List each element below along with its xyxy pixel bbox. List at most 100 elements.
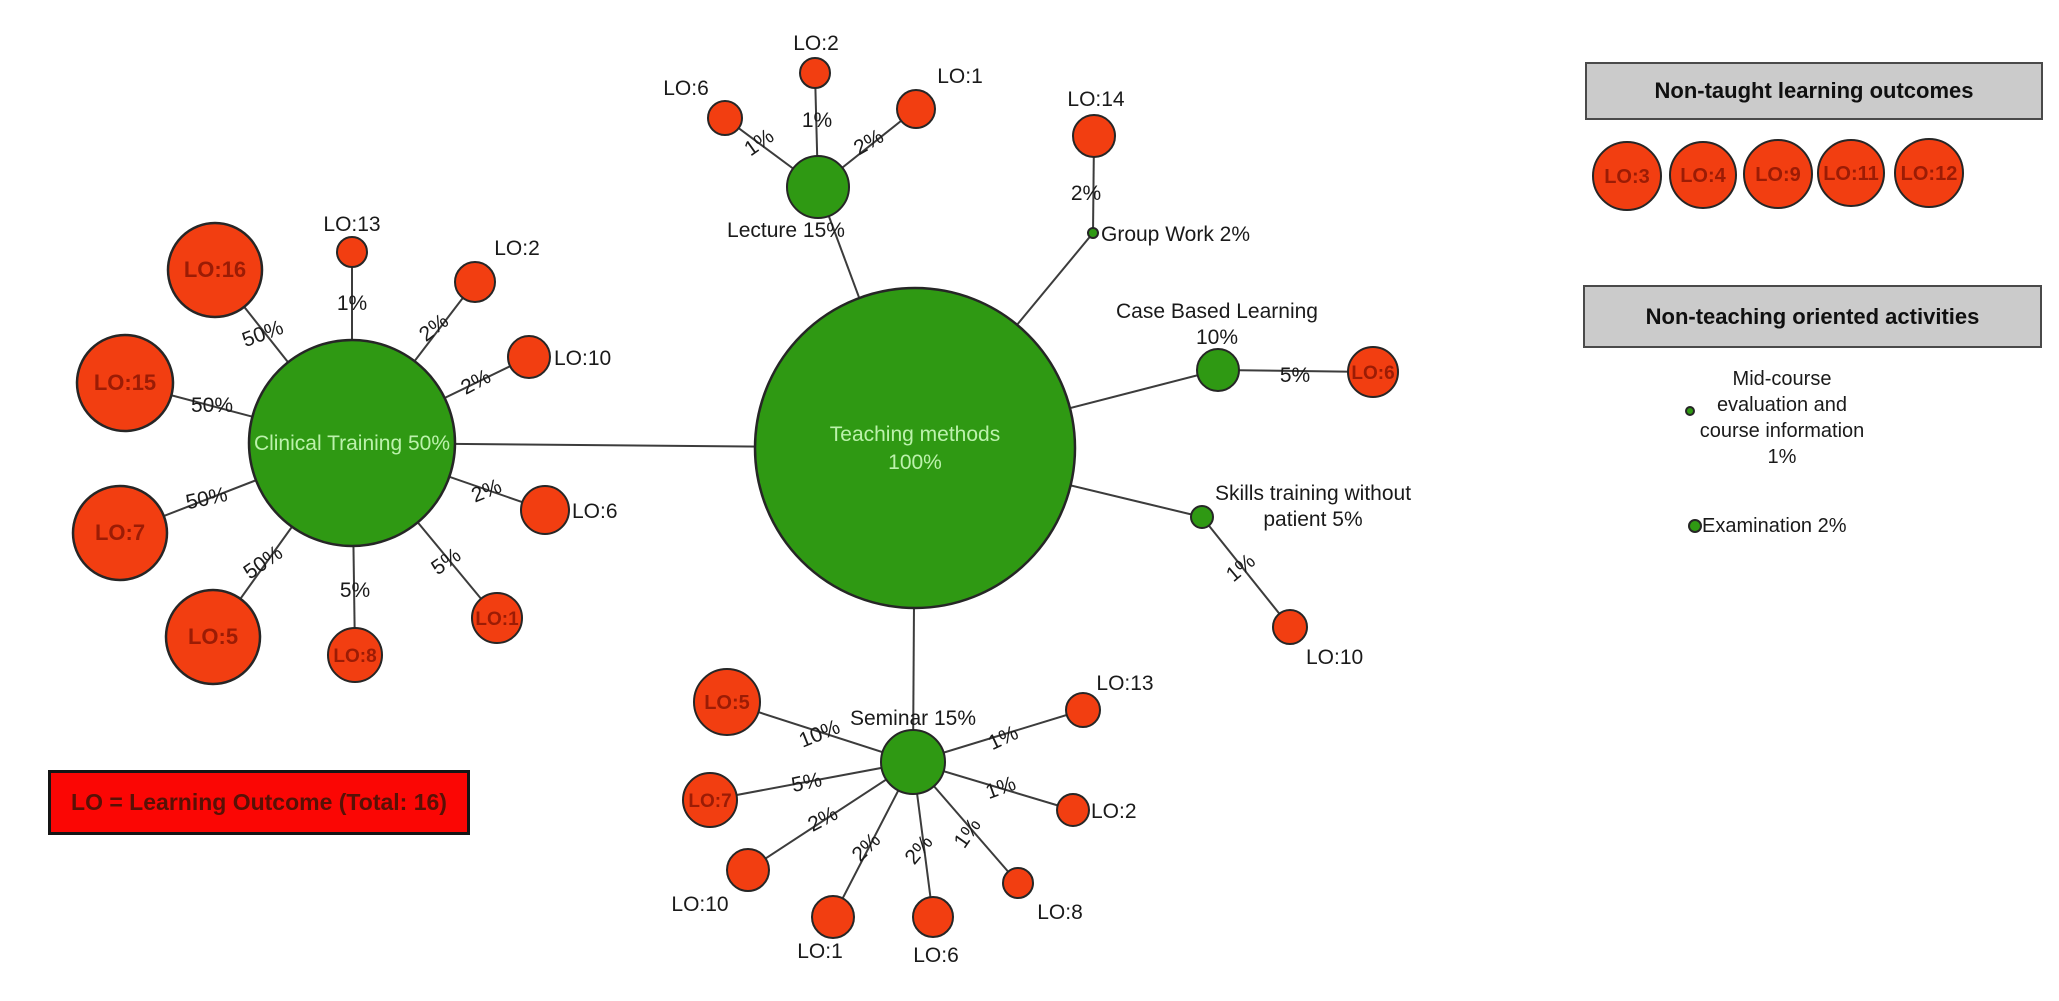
- outcome-node-clinical-lo1: [471, 592, 523, 644]
- outcome-node-clinical-lo13: [336, 236, 368, 268]
- label-nontaught-lo4: LO:4: [1680, 165, 1726, 187]
- dot-node-examination-dot: [1688, 519, 1702, 533]
- label-skills-training: Skills training without patient 5%: [1215, 482, 1411, 531]
- label-clinical-training: Clinical Training 50%: [254, 432, 450, 455]
- label-seminar-lo10: LO:10: [671, 893, 728, 916]
- activity-midcourse-line-4: 1%: [1767, 446, 1797, 468]
- edge-label-lecture-lecture-lo1: 2%: [850, 125, 888, 160]
- edge-label-clinical-training-clinical-lo7: 50%: [184, 483, 230, 514]
- edge-label-clinical-training-clinical-lo15: 50%: [191, 394, 233, 417]
- label-teaching-methods: Teaching methods 100%: [830, 423, 1000, 474]
- outcome-node-nontaught-lo12: [1894, 138, 1964, 208]
- label-nontaught-lo12: LO:12: [1901, 163, 1958, 185]
- edge-label-seminar-seminar-lo13: 1%: [985, 721, 1022, 755]
- label-nontaught-lo9: LO:9: [1755, 164, 1801, 186]
- label-clinical-lo16: LO:16: [184, 257, 246, 282]
- label-seminar: Seminar 15%: [850, 707, 976, 730]
- outcome-node-clinical-lo8: [327, 627, 383, 683]
- non-teaching-activities-header-text: Non-teaching oriented activities: [1645, 303, 1980, 329]
- label-clinical-lo6: LO:6: [572, 500, 618, 523]
- edge-seminar-seminar-lo7: [709, 761, 914, 801]
- outcome-node-clinical-lo5: [164, 588, 262, 686]
- outcome-node-nontaught-lo11: [1817, 139, 1885, 207]
- label-seminar-lo8: LO:8: [1037, 901, 1083, 924]
- dot-node-midcourse-dot: [1685, 406, 1695, 416]
- edge-label-seminar-seminar-lo1: 2%: [848, 829, 886, 867]
- outcome-node-seminar-lo1: [811, 895, 855, 939]
- label-seminar-lo1: LO:1: [797, 940, 843, 963]
- outcome-node-nontaught-lo4: [1669, 141, 1737, 209]
- label-seminar-lo5: LO:5: [704, 692, 750, 714]
- label-clinical-lo2: LO:2: [494, 237, 540, 260]
- outcome-node-clinical-lo16: [166, 221, 264, 319]
- method-node-clinical-training: [247, 338, 457, 548]
- label-lecture-lo2: LO:2: [793, 32, 839, 55]
- outcome-node-clinical-lo15: [75, 333, 175, 433]
- label-clinical-lo8: LO:8: [333, 646, 376, 667]
- method-node-case-based-learning: [1196, 348, 1240, 392]
- label-nontaught-lo11: LO:11: [1823, 163, 1879, 185]
- label-clinical-lo7: LO:7: [95, 520, 145, 545]
- label-clinical-lo5: LO:5: [188, 624, 238, 649]
- outcome-node-seminar-lo2: [1056, 793, 1090, 827]
- outcome-node-clinical-lo7: [71, 484, 169, 582]
- edge-label-seminar-seminar-lo8: 1%: [950, 814, 986, 852]
- outcome-node-clinical-lo2: [454, 261, 496, 303]
- outcome-node-groupwork-lo14: [1072, 114, 1116, 158]
- outcome-node-clinical-lo6: [520, 485, 570, 535]
- dot-node-group-work: [1087, 227, 1099, 239]
- method-node-teaching-methods: [753, 286, 1077, 610]
- edge-label-clinical-training-clinical-lo8: 5%: [340, 579, 370, 602]
- label-lecture: Lecture 15%: [727, 219, 845, 242]
- outcome-node-nontaught-lo3: [1592, 141, 1662, 211]
- edge-label-case-based-learning-cbl-lo6: 5%: [1280, 364, 1310, 387]
- legend-box: LO = Learning Outcome (Total: 16): [48, 770, 470, 835]
- outcome-node-seminar-lo13: [1065, 692, 1101, 728]
- label-clinical-lo15: LO:15: [94, 370, 156, 395]
- outcome-node-seminar-lo8: [1002, 867, 1034, 899]
- non-taught-outcomes-header: Non-taught learning outcomes: [1585, 62, 2043, 120]
- non-taught-outcomes-header-text: Non-taught learning outcomes: [1654, 78, 1974, 103]
- outcome-node-skills-lo10: [1272, 609, 1308, 645]
- edge-label-seminar-seminar-lo7: 5%: [789, 768, 823, 797]
- edge-label-clinical-training-clinical-lo16: 50%: [239, 316, 286, 352]
- outcome-node-lecture-lo2: [799, 57, 831, 89]
- edge-label-group-work-groupwork-lo14: 2%: [1071, 182, 1101, 205]
- dot-node-skills-training: [1190, 505, 1214, 529]
- outcome-node-nontaught-lo9: [1743, 139, 1813, 209]
- edge-label-seminar-seminar-lo5: 10%: [796, 715, 844, 752]
- label-nontaught-lo3: LO:3: [1604, 166, 1650, 188]
- edge-label-seminar-seminar-lo6: 2%: [900, 831, 937, 869]
- edge-label-lecture-lecture-lo6: 1%: [740, 125, 778, 161]
- edge-label-clinical-training-clinical-lo13: 1%: [337, 292, 367, 315]
- activity-midcourse-line-3: course information: [1699, 420, 1865, 442]
- label-group-work: Group Work 2%: [1101, 223, 1250, 246]
- outcome-node-lecture-lo1: [896, 89, 936, 129]
- legend-text: LO = Learning Outcome (Total: 16): [71, 789, 447, 815]
- edge-label-clinical-training-clinical-lo2: 2%: [415, 309, 453, 346]
- label-seminar-lo2: LO:2: [1091, 800, 1137, 823]
- edge-label-clinical-training-clinical-lo10: 2%: [457, 365, 495, 400]
- outcome-node-seminar-lo6: [912, 896, 954, 938]
- edge-skills-training-skills-lo10: [1201, 516, 1291, 628]
- label-clinical-lo10: LO:10: [554, 347, 611, 370]
- activity-midcourse-line-2: evaluation and: [1716, 394, 1848, 416]
- method-node-lecture: [786, 155, 850, 219]
- activity-examination: Examination 2%: [1702, 515, 1847, 538]
- activity-midcourse-evaluation: Mid-course evaluation and course informa…: [1622, 366, 1942, 470]
- outcome-node-seminar-lo7: [682, 772, 738, 828]
- label-case-based-learning: Case Based Learning 10%: [1116, 300, 1318, 349]
- outcome-node-lecture-lo6: [707, 100, 743, 136]
- outcome-node-seminar-lo10: [726, 848, 770, 892]
- label-clinical-lo1: LO:1: [475, 609, 519, 630]
- activity-midcourse-line-1: Mid-course: [1732, 368, 1832, 390]
- label-cbl-lo6: LO:6: [1351, 363, 1394, 384]
- edge-label-seminar-seminar-lo10: 2%: [804, 802, 842, 837]
- label-clinical-lo13: LO:13: [323, 213, 380, 236]
- outcome-node-cbl-lo6: [1347, 346, 1399, 398]
- method-node-seminar: [880, 729, 946, 795]
- edge-label-lecture-lecture-lo2: 1%: [802, 109, 832, 132]
- label-skills-lo10: LO:10: [1306, 646, 1363, 669]
